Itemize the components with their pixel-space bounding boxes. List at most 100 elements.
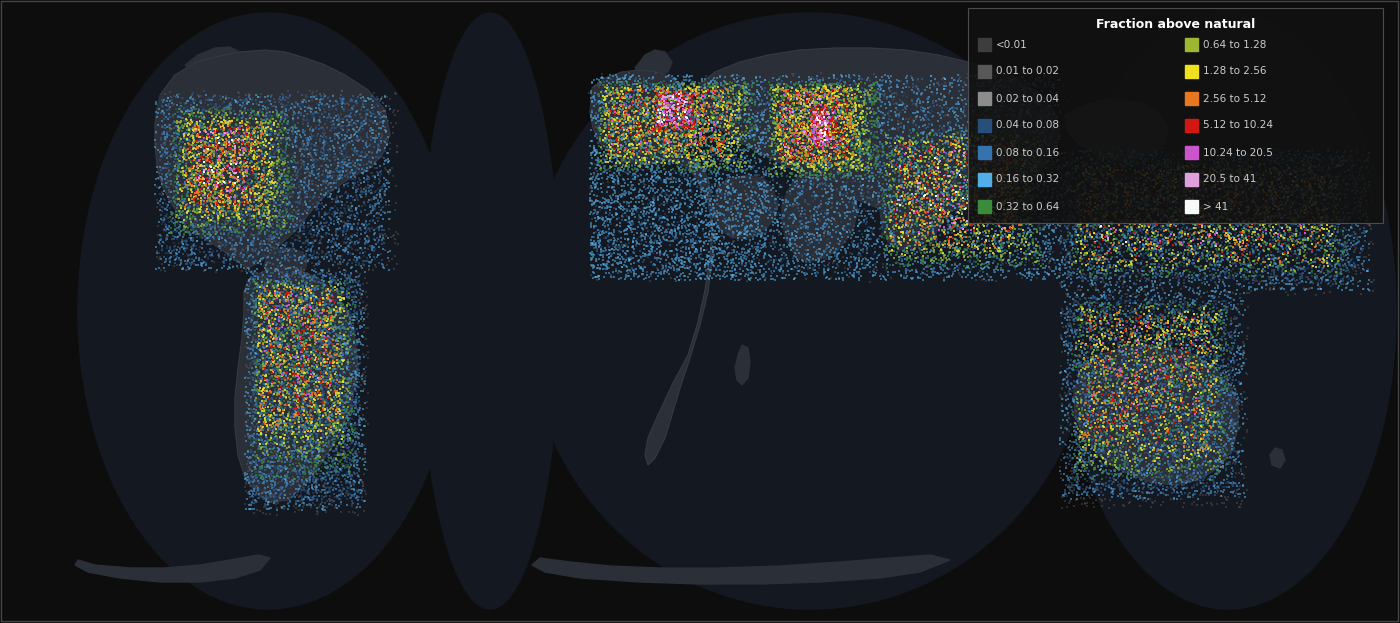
Point bbox=[1278, 278, 1301, 288]
Point bbox=[1215, 470, 1238, 480]
Point bbox=[1093, 454, 1116, 464]
Point bbox=[214, 108, 237, 118]
Point bbox=[1137, 321, 1159, 331]
Point bbox=[315, 347, 337, 357]
Point bbox=[337, 345, 360, 354]
Point bbox=[1184, 210, 1207, 220]
Point bbox=[1096, 241, 1119, 251]
Point bbox=[288, 232, 311, 242]
Point bbox=[634, 136, 657, 146]
Point bbox=[1268, 148, 1291, 158]
Point bbox=[1151, 470, 1173, 480]
Point bbox=[1131, 433, 1154, 443]
Point bbox=[337, 426, 360, 435]
Point bbox=[316, 398, 339, 408]
Point bbox=[1239, 162, 1261, 172]
Point bbox=[260, 283, 283, 293]
Point bbox=[1096, 396, 1119, 406]
Point bbox=[850, 191, 872, 201]
Point bbox=[1166, 158, 1189, 168]
Point bbox=[1308, 278, 1330, 288]
Point bbox=[792, 120, 815, 130]
Point bbox=[330, 323, 353, 333]
Point bbox=[239, 174, 262, 184]
Point bbox=[1117, 404, 1140, 414]
Point bbox=[263, 339, 286, 349]
Point bbox=[654, 148, 676, 158]
Point bbox=[836, 134, 858, 144]
Point bbox=[1350, 248, 1372, 258]
Point bbox=[1163, 394, 1186, 404]
Point bbox=[224, 244, 246, 254]
Point bbox=[220, 131, 242, 141]
Point bbox=[293, 379, 315, 389]
Point bbox=[697, 112, 720, 121]
Point bbox=[1012, 193, 1035, 203]
Point bbox=[1092, 356, 1114, 366]
Point bbox=[1210, 447, 1232, 457]
Point bbox=[1089, 483, 1112, 493]
Point bbox=[269, 450, 291, 460]
Point bbox=[234, 186, 256, 196]
Point bbox=[1162, 245, 1184, 255]
Point bbox=[1221, 145, 1243, 155]
Point bbox=[1147, 245, 1169, 255]
Point bbox=[339, 221, 361, 231]
Point bbox=[192, 163, 214, 173]
Point bbox=[179, 152, 202, 162]
Point bbox=[990, 235, 1012, 245]
Point bbox=[1023, 97, 1046, 107]
Point bbox=[658, 173, 680, 183]
Point bbox=[1176, 427, 1198, 437]
Point bbox=[680, 199, 703, 209]
Point bbox=[343, 345, 365, 355]
Point bbox=[750, 98, 773, 108]
Point bbox=[340, 327, 363, 337]
Point bbox=[798, 87, 820, 97]
Point bbox=[1065, 481, 1088, 491]
Point bbox=[1021, 218, 1043, 228]
Point bbox=[1191, 468, 1214, 478]
Point bbox=[655, 93, 678, 103]
Point bbox=[1274, 168, 1296, 178]
Point bbox=[804, 83, 826, 93]
Point bbox=[1057, 249, 1079, 259]
Point bbox=[1124, 298, 1147, 308]
Point bbox=[657, 108, 679, 118]
Point bbox=[1207, 416, 1229, 426]
Point bbox=[729, 135, 752, 145]
Point bbox=[689, 170, 711, 180]
Point bbox=[325, 480, 347, 490]
Point bbox=[1196, 439, 1218, 449]
Point bbox=[1319, 178, 1341, 188]
Point bbox=[1121, 201, 1144, 211]
Point bbox=[337, 435, 360, 445]
Point bbox=[332, 459, 354, 469]
Point bbox=[185, 179, 207, 189]
Point bbox=[1189, 409, 1211, 419]
Point bbox=[337, 247, 360, 257]
Point bbox=[1268, 278, 1291, 288]
Point bbox=[1142, 313, 1165, 323]
Point bbox=[162, 250, 185, 260]
Point bbox=[199, 205, 221, 215]
Point bbox=[904, 112, 927, 121]
Point bbox=[197, 196, 220, 206]
Point bbox=[1277, 250, 1299, 260]
Point bbox=[269, 422, 291, 432]
Point bbox=[290, 343, 312, 353]
Point bbox=[910, 161, 932, 171]
Point bbox=[295, 390, 318, 400]
Point bbox=[1075, 432, 1098, 442]
Point bbox=[738, 247, 760, 257]
Point bbox=[311, 351, 333, 361]
Point bbox=[770, 159, 792, 169]
Point bbox=[1098, 421, 1120, 430]
Point bbox=[904, 197, 927, 207]
Point bbox=[1165, 419, 1187, 429]
Point bbox=[1105, 242, 1127, 252]
Point bbox=[833, 147, 855, 157]
Point bbox=[1113, 434, 1135, 444]
Point bbox=[1102, 167, 1124, 177]
Point bbox=[1106, 473, 1128, 483]
